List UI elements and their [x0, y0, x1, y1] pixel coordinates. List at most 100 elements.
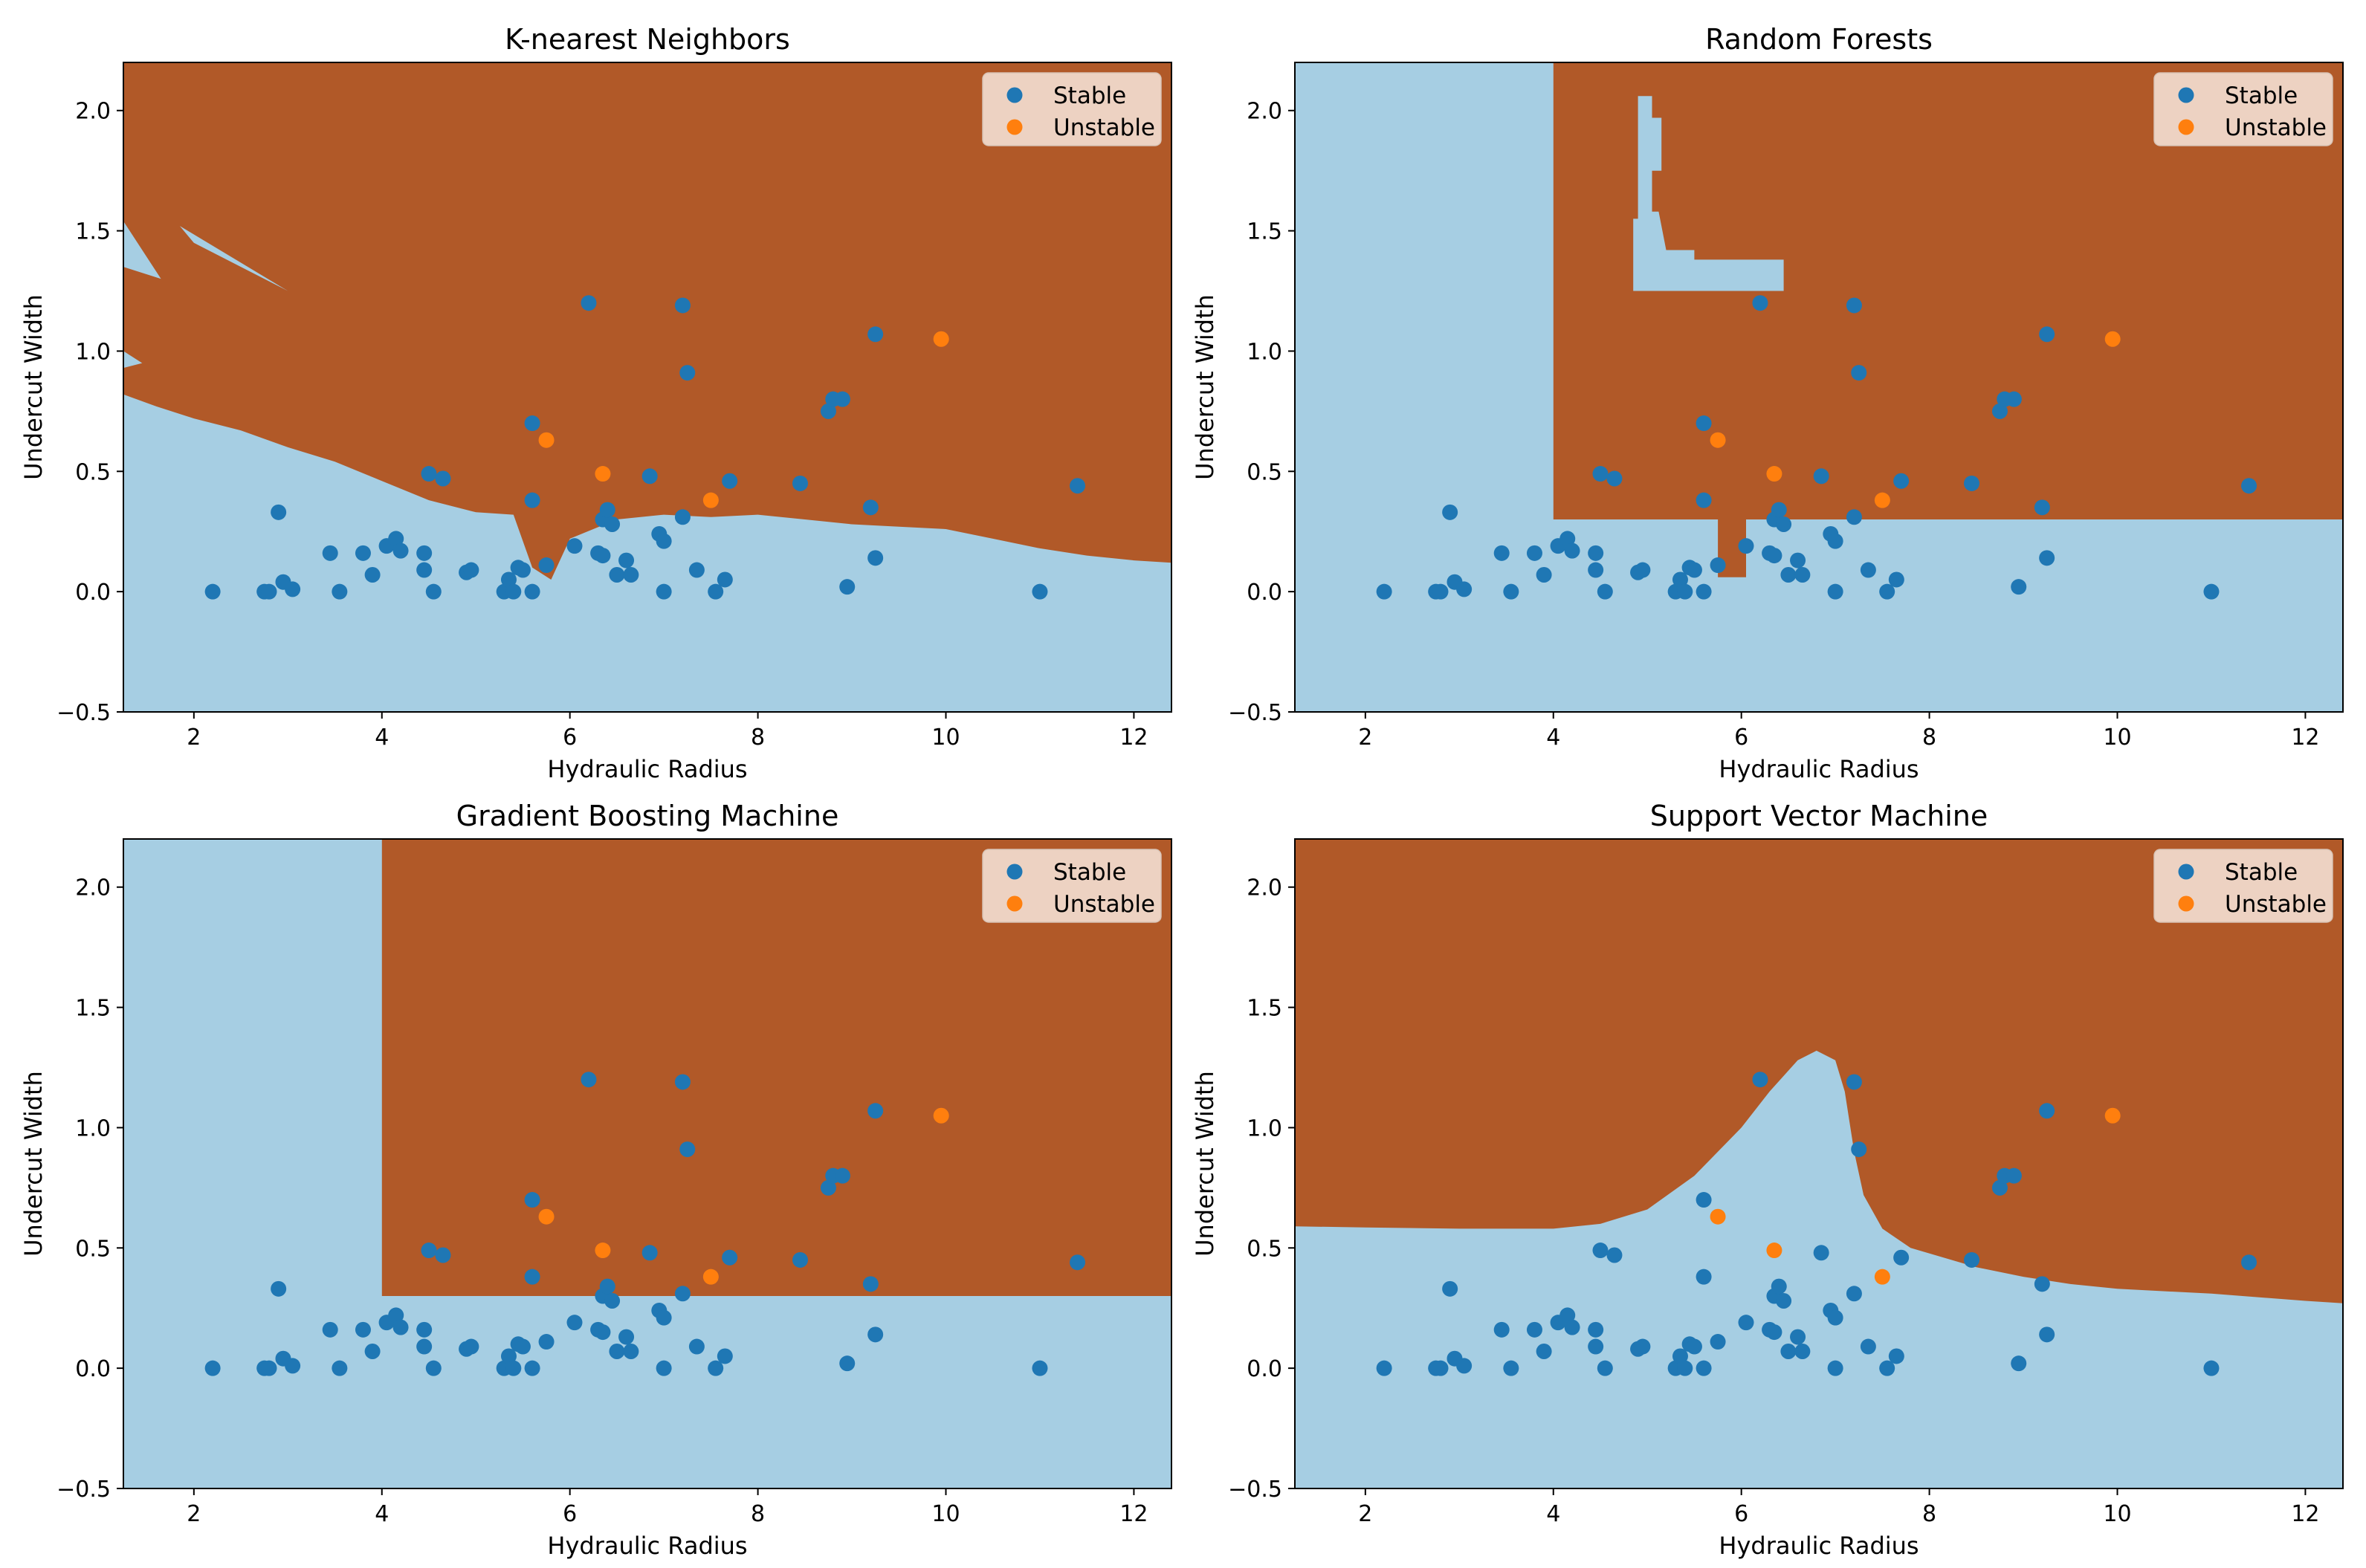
- stable-point: [595, 1324, 611, 1341]
- stable-point: [392, 542, 409, 559]
- stable-point: [2039, 326, 2055, 343]
- x-tick-label: 2: [187, 1501, 201, 1527]
- stable-point: [722, 473, 738, 489]
- stable-point: [392, 1319, 409, 1335]
- plot-frame: [123, 838, 1172, 1489]
- stable-point: [1738, 538, 1754, 554]
- legend: Stable Unstable: [982, 72, 1162, 146]
- stable-point: [1846, 297, 1862, 314]
- stable-point: [708, 583, 724, 600]
- stable-point: [1588, 545, 1604, 561]
- y-tick-label: −0.5: [1228, 700, 1282, 726]
- stable-point: [656, 583, 672, 600]
- legend-stable-marker: [2178, 87, 2194, 103]
- stable-point: [1991, 1179, 2008, 1196]
- chart-panel-3: 2 4 6 8 10 12 −0.5 0.0 0.5 1.0 1.5 2.0 Gradient Boos…: [19, 800, 1172, 1560]
- stable-point: [285, 1358, 301, 1374]
- stable-point: [388, 1307, 404, 1324]
- stable-point: [1442, 504, 1458, 520]
- stable-point: [1991, 403, 2008, 419]
- y-tick-label: 1.0: [75, 339, 111, 365]
- stable-point: [1893, 1249, 1910, 1266]
- stable-point: [1860, 562, 1876, 578]
- stable-island: [179, 226, 288, 291]
- x-tick-label: 10: [931, 1501, 960, 1527]
- x-tick-label: 4: [375, 1501, 389, 1527]
- y-tick-label: 0.5: [1247, 459, 1282, 485]
- x-tick-label: 2: [1358, 725, 1372, 751]
- stable-point: [867, 326, 884, 343]
- stable-point: [656, 533, 672, 549]
- chart-title: K-nearest Neighbors: [505, 23, 790, 56]
- plot-frame: [1294, 62, 2344, 713]
- stable-point: [609, 566, 625, 583]
- stable-point: [2034, 1276, 2050, 1292]
- stable-point: [717, 1348, 733, 1364]
- stable-point: [604, 516, 621, 533]
- stable-point: [834, 391, 850, 407]
- y-tick-label: 1.0: [75, 1115, 111, 1141]
- stable-point: [421, 1243, 437, 1259]
- x-tick-label: 6: [1734, 725, 1748, 751]
- stable-point: [1672, 571, 1688, 588]
- stable-point: [1827, 1309, 1843, 1326]
- legend-box: [2153, 72, 2333, 146]
- stable-point: [2039, 1103, 2055, 1119]
- stable-point: [674, 1286, 691, 1302]
- stable-point: [566, 1315, 583, 1331]
- stable-point: [1493, 1321, 1510, 1338]
- y-tick-label: 0.0: [1247, 580, 1282, 606]
- stable-point: [1432, 1360, 1449, 1376]
- unstable-point: [2104, 1107, 2121, 1124]
- x-tick-label: 2: [187, 725, 201, 751]
- stable-point: [524, 1192, 540, 1208]
- legend-unstable-marker: [1006, 895, 1023, 912]
- stable-point: [1597, 583, 1613, 600]
- stable-point: [1606, 470, 1623, 487]
- stable-point: [708, 1360, 724, 1376]
- stable-point: [322, 545, 338, 561]
- stable-point: [581, 1072, 597, 1088]
- chart-title: Random Forests: [1705, 23, 1933, 56]
- stable-point: [1635, 1338, 1651, 1355]
- stable-point: [1851, 1141, 1867, 1158]
- stable-point: [500, 1348, 517, 1364]
- y-tick-label: 0.0: [75, 580, 111, 606]
- stable-point: [599, 502, 615, 518]
- stable-point: [1677, 1360, 1693, 1376]
- stable-point: [1893, 473, 1910, 489]
- stable-point: [285, 581, 301, 597]
- unstable-point: [933, 331, 949, 347]
- legend-box: [982, 72, 1162, 146]
- stable-point: [524, 583, 540, 600]
- stable-point: [688, 562, 705, 578]
- y-tick-label: 2.0: [1247, 99, 1282, 125]
- legend-unstable-marker: [2178, 119, 2194, 135]
- stable-point: [1794, 566, 1811, 583]
- x-tick-label: 4: [1546, 1501, 1560, 1527]
- x-tick-label: 6: [563, 725, 577, 751]
- chart-panel-2: 2 4 6 8 10 12 −0.5 0.0 0.5 1.0 1.5 2.0 Random Forest…: [1191, 23, 2344, 783]
- stable-point: [421, 466, 437, 482]
- legend-unstable-marker: [2178, 895, 2194, 912]
- stable-point: [1710, 1334, 1726, 1350]
- stable-point: [322, 1321, 338, 1338]
- y-tick-label: 0.5: [75, 459, 111, 485]
- unstable-point: [595, 466, 611, 482]
- y-tick-label: 2.0: [1247, 875, 1282, 901]
- x-tick-label: 2: [1358, 1501, 1372, 1527]
- stable-point: [514, 1338, 531, 1355]
- stable-point: [674, 1074, 691, 1090]
- unstable-point: [933, 1107, 949, 1124]
- x-tick-label: 10: [931, 725, 960, 751]
- y-tick-label: 1.5: [75, 996, 111, 1022]
- stable-point: [355, 545, 371, 561]
- stable-point: [623, 1343, 639, 1359]
- stable-point: [1794, 1343, 1811, 1359]
- stable-point: [1696, 415, 1712, 432]
- chart-panel-4: 2 4 6 8 10 12 −0.5 0.0 0.5 1.0 1.5 2.0 Support Vecto…: [1191, 800, 2344, 1560]
- stable-point: [416, 1338, 433, 1355]
- stable-point: [1879, 583, 1895, 600]
- legend-stable-label: Stable: [1053, 82, 1126, 109]
- stable-point: [1879, 1360, 1895, 1376]
